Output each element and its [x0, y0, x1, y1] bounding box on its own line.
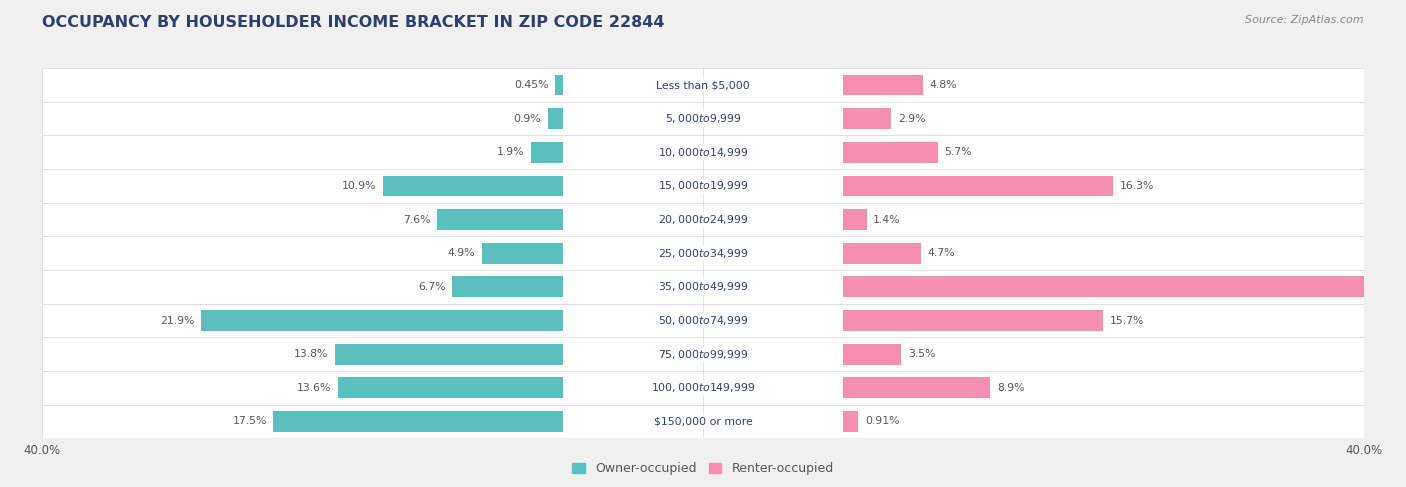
- Bar: [844, 108, 891, 129]
- Text: $25,000 to $34,999: $25,000 to $34,999: [658, 247, 748, 260]
- Text: 0.45%: 0.45%: [515, 80, 548, 90]
- Bar: [42, 236, 1364, 270]
- Bar: [42, 270, 1364, 304]
- Text: $100,000 to $149,999: $100,000 to $149,999: [651, 381, 755, 394]
- Text: 21.9%: 21.9%: [160, 316, 194, 325]
- Bar: [844, 142, 938, 163]
- Text: 13.6%: 13.6%: [297, 383, 332, 393]
- Bar: [42, 135, 1364, 169]
- Legend: Owner-occupied, Renter-occupied: Owner-occupied, Renter-occupied: [568, 457, 838, 480]
- Bar: [42, 405, 1364, 438]
- Bar: [42, 169, 1364, 203]
- Bar: [844, 310, 1102, 331]
- Bar: [201, 310, 562, 331]
- Text: $20,000 to $24,999: $20,000 to $24,999: [658, 213, 748, 226]
- Text: 10.9%: 10.9%: [342, 181, 375, 191]
- Text: 4.7%: 4.7%: [928, 248, 955, 258]
- Bar: [844, 175, 1112, 196]
- Text: 0.9%: 0.9%: [513, 113, 541, 124]
- Bar: [42, 68, 1364, 102]
- Text: 2.9%: 2.9%: [898, 113, 925, 124]
- Bar: [844, 75, 922, 95]
- Bar: [844, 209, 866, 230]
- Bar: [42, 203, 1364, 236]
- Bar: [335, 344, 562, 365]
- Text: 8.9%: 8.9%: [997, 383, 1025, 393]
- Bar: [42, 371, 1364, 405]
- Bar: [437, 209, 562, 230]
- Text: $35,000 to $49,999: $35,000 to $49,999: [658, 281, 748, 293]
- Bar: [844, 277, 1406, 298]
- Text: Less than $5,000: Less than $5,000: [657, 80, 749, 90]
- Text: 6.7%: 6.7%: [418, 282, 446, 292]
- Bar: [844, 411, 859, 432]
- Text: 4.8%: 4.8%: [929, 80, 957, 90]
- Bar: [555, 75, 562, 95]
- Text: 13.8%: 13.8%: [294, 349, 328, 359]
- Text: 17.5%: 17.5%: [232, 416, 267, 427]
- Text: $75,000 to $99,999: $75,000 to $99,999: [658, 348, 748, 361]
- Text: $15,000 to $19,999: $15,000 to $19,999: [658, 179, 748, 192]
- Text: 3.5%: 3.5%: [908, 349, 935, 359]
- Text: 1.9%: 1.9%: [498, 147, 524, 157]
- Text: Source: ZipAtlas.com: Source: ZipAtlas.com: [1246, 15, 1364, 25]
- Text: $150,000 or more: $150,000 or more: [654, 416, 752, 427]
- Text: OCCUPANCY BY HOUSEHOLDER INCOME BRACKET IN ZIP CODE 22844: OCCUPANCY BY HOUSEHOLDER INCOME BRACKET …: [42, 15, 665, 30]
- Bar: [382, 175, 562, 196]
- Bar: [273, 411, 562, 432]
- Text: 1.4%: 1.4%: [873, 215, 901, 225]
- Bar: [482, 243, 562, 263]
- Bar: [844, 344, 901, 365]
- Text: 4.9%: 4.9%: [447, 248, 475, 258]
- Bar: [844, 377, 990, 398]
- Bar: [844, 243, 921, 263]
- Text: 15.7%: 15.7%: [1109, 316, 1143, 325]
- Bar: [451, 277, 562, 298]
- Bar: [531, 142, 562, 163]
- Bar: [337, 377, 562, 398]
- Text: 16.3%: 16.3%: [1119, 181, 1154, 191]
- Text: $5,000 to $9,999: $5,000 to $9,999: [665, 112, 741, 125]
- Text: 7.6%: 7.6%: [404, 215, 430, 225]
- Bar: [42, 102, 1364, 135]
- Bar: [42, 337, 1364, 371]
- Text: 5.7%: 5.7%: [945, 147, 972, 157]
- Text: $50,000 to $74,999: $50,000 to $74,999: [658, 314, 748, 327]
- Text: $10,000 to $14,999: $10,000 to $14,999: [658, 146, 748, 159]
- Text: 0.91%: 0.91%: [865, 416, 900, 427]
- Bar: [548, 108, 562, 129]
- Bar: [42, 304, 1364, 337]
